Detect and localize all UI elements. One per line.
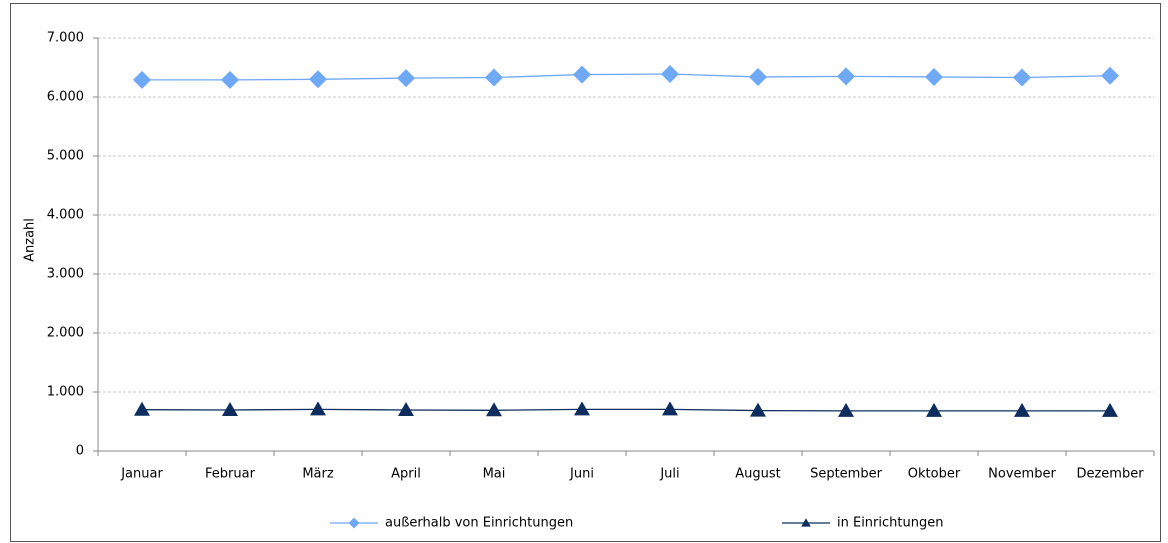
data-point [1014, 402, 1030, 417]
series-line [142, 73, 1111, 81]
y-tick-label: 5.000 [47, 149, 84, 164]
y-tick-label: 4.000 [47, 208, 84, 223]
data-point [134, 401, 150, 416]
x-tick-label: Oktober [908, 467, 961, 482]
data-point [573, 65, 591, 84]
data-point [309, 70, 327, 89]
data-point [398, 401, 414, 416]
data-point [750, 402, 766, 417]
y-tick-label: 3.000 [47, 267, 84, 282]
data-point [397, 69, 415, 88]
x-tick-label: Dezember [1076, 467, 1144, 482]
legend-marker [801, 518, 811, 527]
data-point [486, 402, 502, 417]
data-point [837, 67, 855, 86]
data-point [1102, 402, 1118, 417]
data-point [749, 67, 767, 86]
series-line [141, 408, 1110, 412]
data-point [574, 401, 590, 416]
x-tick-label: November [988, 467, 1056, 482]
x-tick-label: Juni [569, 467, 594, 482]
y-axis-label: Anzahl [23, 218, 38, 262]
x-tick-label: August [735, 467, 781, 482]
legend-label: in Einrichtungen [837, 516, 943, 531]
x-tick-label: Juli [659, 467, 679, 482]
y-tick-label: 6.000 [47, 90, 84, 105]
data-point [310, 401, 326, 416]
data-point [838, 402, 854, 417]
y-tick-label: 0 [76, 444, 84, 459]
x-tick-label: März [302, 467, 334, 482]
x-tick-label: April [391, 467, 421, 482]
data-point [1101, 66, 1119, 85]
y-tick-label: 7.000 [47, 31, 84, 46]
y-tick-label: 1.000 [47, 385, 84, 400]
x-tick-label: Februar [205, 467, 256, 482]
y-tick-label: 2.000 [47, 326, 84, 341]
x-tick-label: Januar [120, 467, 163, 482]
data-point [222, 401, 238, 416]
data-point [485, 68, 503, 87]
legend-label: außerhalb von Einrichtungen [385, 516, 573, 531]
legend-marker [348, 517, 360, 529]
data-point [133, 70, 151, 89]
data-point [221, 70, 239, 89]
data-point [1013, 68, 1031, 87]
data-point [662, 401, 678, 416]
chart-border [10, 3, 1161, 542]
data-point [661, 64, 679, 83]
data-point [925, 67, 943, 86]
x-tick-label: Mai [483, 467, 506, 482]
x-tick-label: September [810, 467, 883, 482]
data-point [926, 402, 942, 417]
